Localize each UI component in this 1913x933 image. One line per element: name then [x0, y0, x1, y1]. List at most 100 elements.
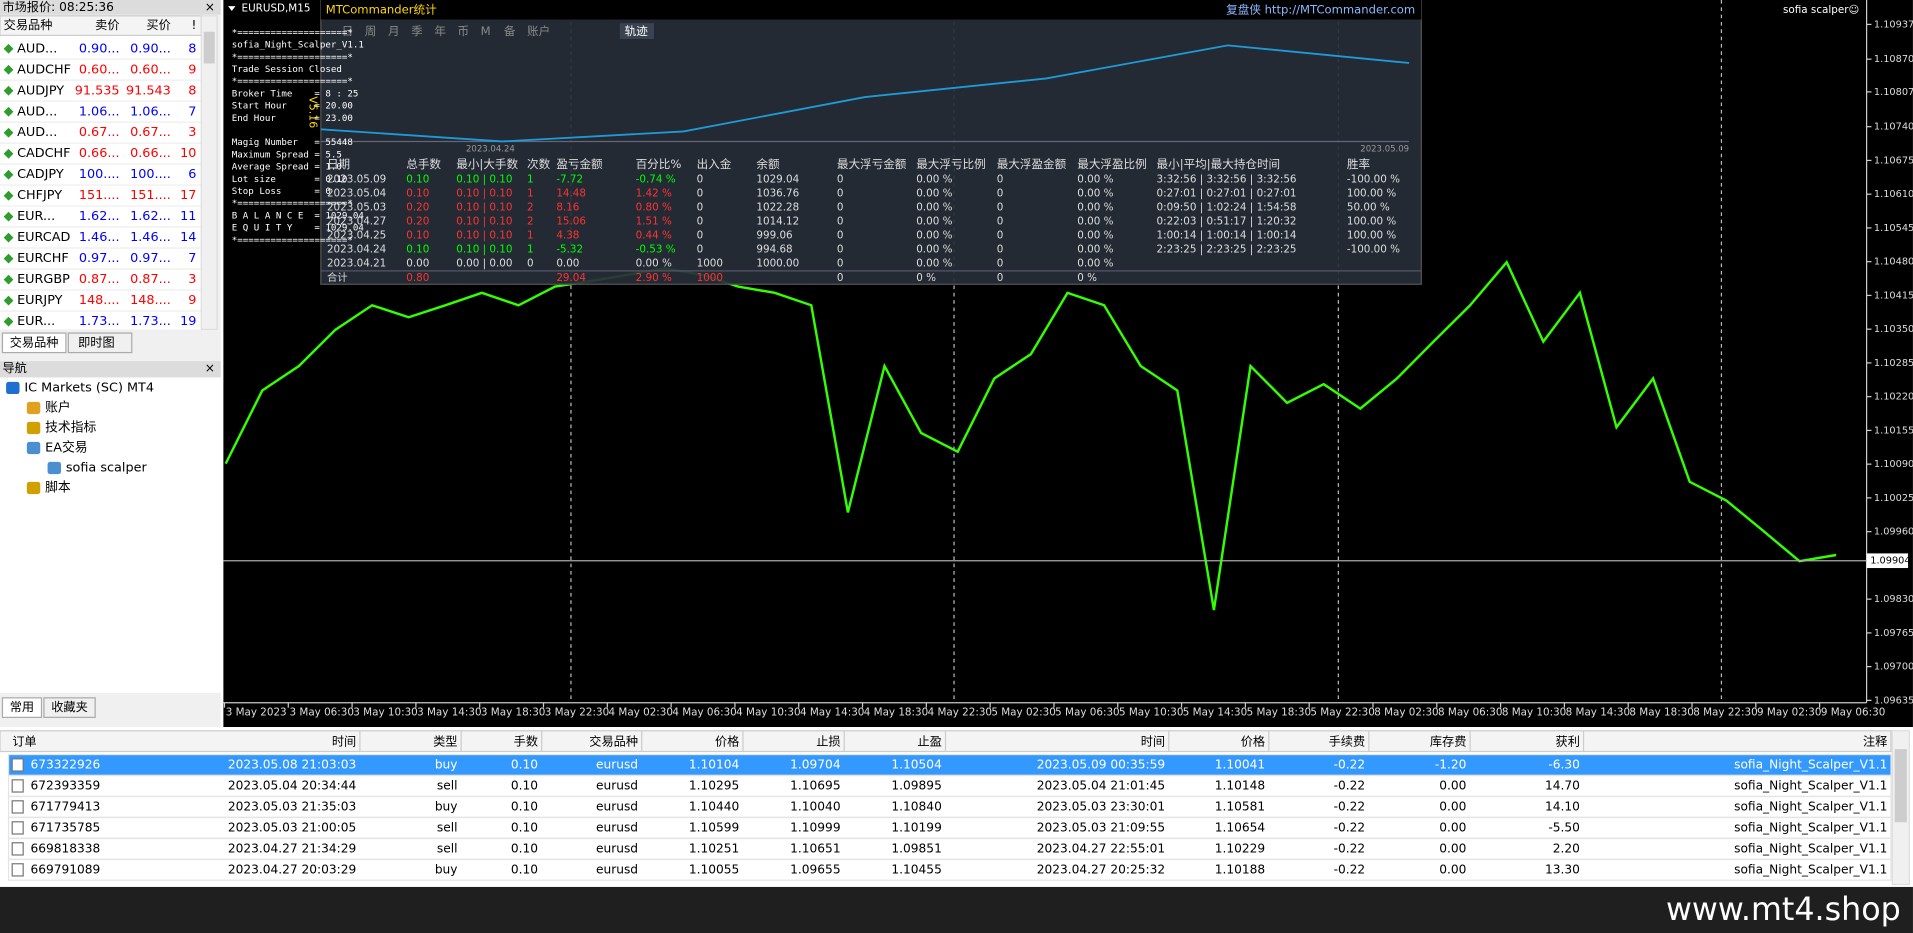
tree-item: 账户 [45, 399, 71, 415]
table-cell: 2023.05.03 21:00:05 [228, 820, 356, 834]
symbol-name: EUR... [17, 209, 55, 224]
quote-cell: 10 [180, 146, 196, 161]
price-line [224, 259, 1837, 611]
table-cell: eurusd [596, 862, 638, 876]
stats-cell: 0 [997, 243, 1004, 255]
column-header: 交易品种 [4, 17, 53, 32]
tab[interactable] [43, 697, 96, 718]
ea-comment-line: E Q U I T Y = 1029.04 [232, 224, 365, 234]
table-cell: 1.10041 [1215, 757, 1265, 771]
stats-cell: -0.53 % [636, 243, 676, 255]
close-button[interactable]: × [205, 0, 215, 14]
table-cell: sofia_Night_Scalper_V1.1 [1734, 862, 1887, 876]
stats-cell: 0:22:03 | 0:51:17 | 1:20:32 [1157, 215, 1297, 227]
titlebar [0, 0, 221, 15]
stats-cell: 0.00 % [916, 229, 952, 241]
quote-cell: 6 [188, 167, 196, 182]
tree-item: 技术指标 [45, 420, 96, 435]
close-button[interactable]: × [205, 361, 215, 375]
table-cell: 0.00 [1439, 841, 1466, 855]
stats-header: 盈亏金额 [556, 157, 603, 171]
current-price-label: 1.09904 [1870, 556, 1910, 567]
table-cell: 1.10840 [891, 799, 941, 813]
stats-cell: 0 [997, 215, 1004, 227]
order-icon [11, 800, 24, 814]
table-cell: 0.10 [511, 799, 538, 813]
stats-header: 最小|平均|最大持仓时间 [1157, 157, 1281, 171]
quote-cell: 3 [188, 125, 196, 140]
stats-total: 0 % [1077, 272, 1097, 284]
tab[interactable] [1, 697, 43, 718]
stats-cell: 1 [527, 187, 534, 199]
stats-tab[interactable]: 轨迹 [625, 24, 649, 38]
stats-tab[interactable]: M [481, 24, 491, 38]
stats-tab[interactable]: 日 [342, 24, 354, 38]
scroll-thumb [203, 31, 215, 64]
ea-comment-line: *====================* [232, 77, 353, 87]
stats-header: 最大浮亏金额 [837, 157, 907, 171]
stats-tab[interactable]: 账户 [527, 24, 550, 38]
table-cell: sofia_Night_Scalper_V1.1 [1734, 757, 1887, 771]
stats-cell: 0.10 | 0.10 [456, 243, 512, 255]
tab[interactable] [1, 332, 67, 354]
stats-total: 29.04 [556, 272, 586, 284]
stats-cell: 0.00 | 0.00 [456, 258, 512, 270]
stats-cell: 0 [837, 187, 844, 199]
stats-cell: 994.68 [756, 243, 792, 255]
table-cell: 671779413 [31, 799, 101, 813]
tab[interactable] [619, 23, 654, 40]
quote-cell: 1.46... [79, 230, 120, 245]
tree-item: sofia scalper [66, 460, 148, 475]
stats-cell: 0 [997, 201, 1004, 213]
stats-cell: 0:27:01 | 0:27:01 | 0:27:01 [1157, 187, 1297, 199]
quote-cell: 0.66... [79, 146, 120, 161]
x-tick-label: 5 May 06:30 [1055, 706, 1119, 718]
column-header: 订单 [12, 734, 36, 748]
order-icon [11, 758, 24, 772]
table-cell: 2023.05.03 21:09:55 [1037, 820, 1165, 834]
stats-cell: 0 [697, 215, 704, 227]
x-tick-label: 4 May 18:30 [864, 706, 928, 718]
tab[interactable] [67, 332, 133, 354]
stats-cell: 2 [527, 215, 534, 227]
y-tick-label: 1.09830 [1874, 594, 1913, 605]
y-tick-label: 1.10155 [1874, 425, 1913, 436]
order-icon [11, 842, 24, 856]
ea-comment-line: Lot size = 0.10 [232, 175, 348, 185]
stats-cell: 0.00 [406, 258, 429, 270]
table-cell: 1.10148 [1215, 778, 1265, 792]
stats-tab[interactable]: 币 [458, 24, 470, 38]
stats-tab[interactable]: 年 [434, 24, 446, 38]
table-cell: 0.10 [511, 778, 538, 792]
quote-cell: 9 [188, 62, 196, 77]
table-cell: 2023.04.27 21:34:29 [228, 841, 356, 855]
tab-label: 收藏夹 [51, 700, 88, 714]
stats-header: 出入金 [697, 157, 732, 171]
row-bg[interactable] [7, 858, 1892, 881]
current-price-box [1866, 553, 1909, 569]
stats-cell: 0 [837, 243, 844, 255]
stats-cell: 2023.04.21 [327, 258, 386, 270]
quote-cell: 1.06... [130, 104, 171, 119]
stats-cell: 1036.76 [756, 187, 799, 199]
y-tick-label: 1.10415 [1874, 290, 1913, 301]
y-tick-label: 1.10937 [1874, 19, 1913, 30]
symbol-icon [3, 232, 14, 243]
column-header: 止损 [816, 734, 840, 748]
stats-tab[interactable]: 备 [504, 24, 516, 38]
ea-comment-line: sofia_Night_Scalper_V1.1 [232, 41, 364, 51]
table-cell: sell [437, 778, 458, 792]
y-tick-label: 1.10285 [1874, 358, 1913, 369]
stats-tab[interactable]: 季 [411, 24, 423, 38]
stats-tab[interactable]: 周 [365, 24, 377, 38]
symbol-name: CADJPY [17, 167, 64, 182]
stats-cell: 2023.04.24 [327, 243, 387, 255]
stats-tab[interactable]: 月 [388, 24, 400, 38]
ea-comment-line: Maximum Spread = 5.5 [232, 150, 342, 160]
stats-cell: 0.10 | 0.10 [456, 229, 512, 241]
quote-cell: 1.73... [130, 314, 171, 329]
x-tick-label: 8 May 06:30 [1438, 706, 1502, 718]
ea-comment-line: Trade Session Closed [232, 65, 342, 75]
y-tick-label: 1.10480 [1874, 257, 1913, 268]
table-cell: 13.30 [1545, 862, 1580, 876]
